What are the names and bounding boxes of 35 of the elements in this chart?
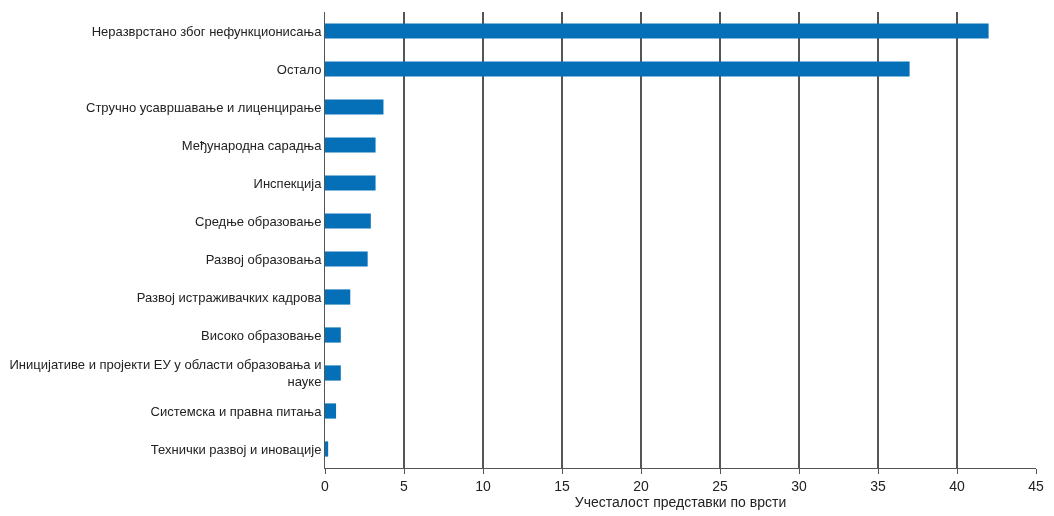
y-tick-label: Средње образовање (195, 213, 322, 229)
x-tick-label: 45 (1028, 477, 1044, 494)
x-tick-label: 30 (791, 477, 807, 494)
y-tick-label: Неразврстано због нефункционисања (91, 23, 323, 39)
y-tick-label: Инспекција (253, 175, 323, 191)
bar (325, 61, 910, 77)
y-tick-label: Развој образовања (205, 251, 323, 267)
x-tick-label: 0 (321, 477, 330, 494)
y-tick-label: Стручно усавршавање и лиценцирање (86, 99, 322, 115)
y-tick-label: Остало (276, 61, 322, 77)
bar (325, 99, 384, 115)
bar (325, 365, 341, 381)
y-tick-label: Технички развој и иновације (150, 441, 322, 457)
bar (325, 289, 351, 305)
y-tick-label: Развој истраживачких кадрова (136, 289, 323, 305)
x-tick-label: 15 (554, 477, 570, 494)
x-tick-label: 10 (475, 477, 491, 494)
bar (325, 23, 989, 39)
bar (325, 251, 368, 267)
bar (325, 403, 337, 419)
bar (325, 327, 341, 343)
bar (325, 137, 376, 153)
x-axis-title: Учесталост представки по врсти (574, 493, 787, 510)
bar (325, 441, 329, 457)
y-tick-label: Иницијативе и пројекти ЕУ у области образовања и науке (9, 357, 322, 389)
y-tick-label: Системска и правна питања (150, 403, 323, 419)
x-tick-label: 35 (870, 477, 886, 494)
x-tick-label: 20 (633, 477, 649, 494)
y-tick-label: Међународна сарадња (181, 137, 323, 153)
x-tick-label: 25 (712, 477, 728, 494)
y-tick-label: Високо образовање (201, 327, 322, 343)
x-tick-label: 40 (949, 477, 965, 494)
bar (325, 213, 371, 229)
x-tick-label: 5 (400, 477, 409, 494)
bar (325, 175, 376, 191)
